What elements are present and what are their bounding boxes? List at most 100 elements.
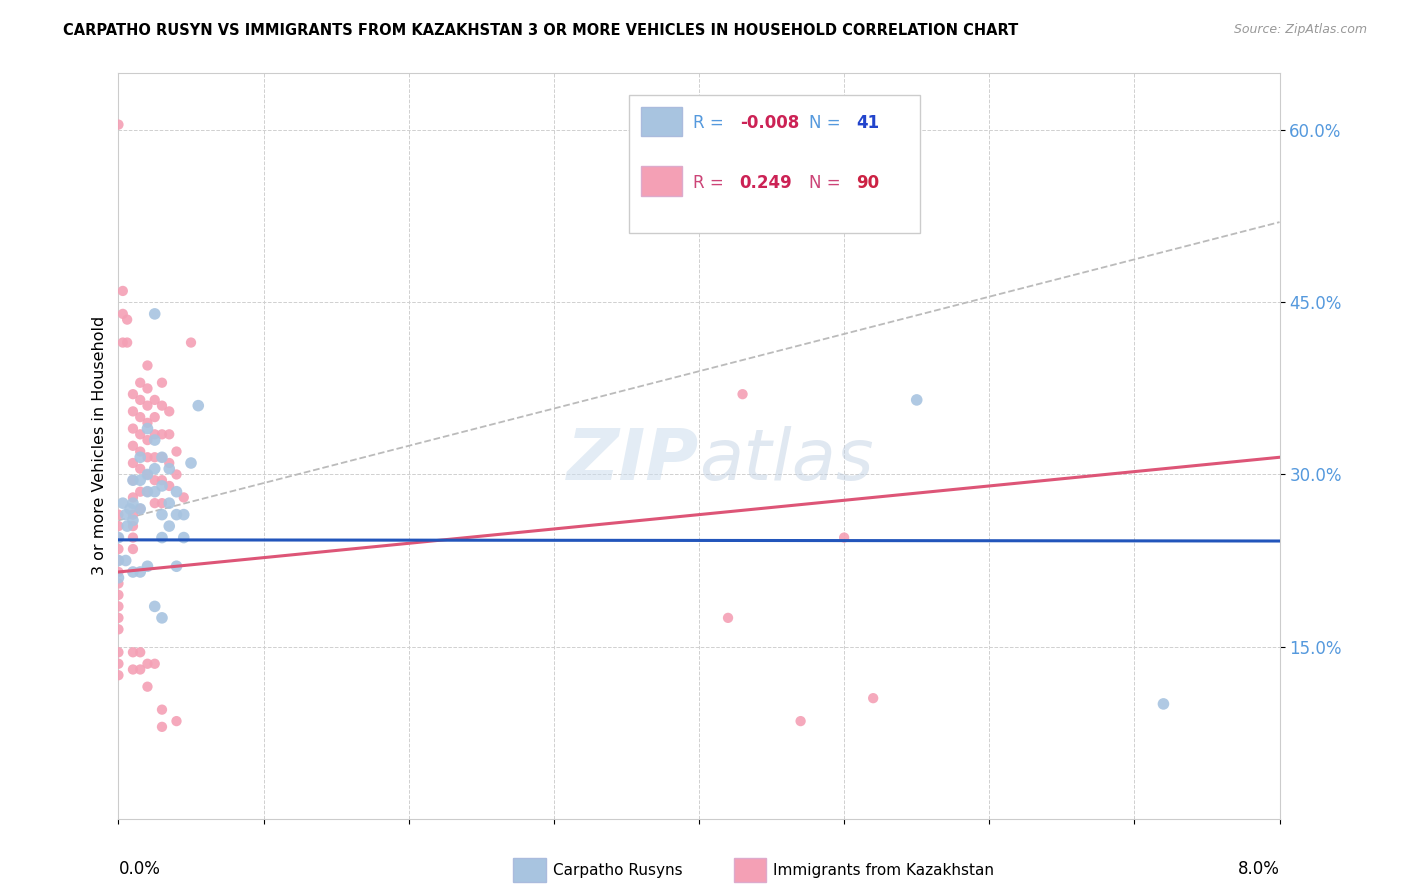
Point xyxy=(150,531,173,545)
Point xyxy=(150,611,173,625)
Text: -0.008: -0.008 xyxy=(740,114,799,132)
Bar xyxy=(734,858,766,882)
Point xyxy=(111,496,134,510)
Point xyxy=(143,433,166,447)
Y-axis label: 3 or more Vehicles in Household: 3 or more Vehicles in Household xyxy=(93,316,107,575)
Point xyxy=(905,392,928,407)
Point xyxy=(107,576,129,591)
Point xyxy=(166,484,188,499)
Point xyxy=(115,519,138,533)
Point xyxy=(107,645,129,659)
Point xyxy=(157,427,180,442)
Point xyxy=(122,513,145,527)
Point xyxy=(114,508,136,522)
Point xyxy=(150,450,173,465)
Point xyxy=(143,392,166,407)
Text: 90: 90 xyxy=(856,174,879,192)
Point xyxy=(143,657,166,671)
Point xyxy=(143,599,166,614)
Point xyxy=(832,531,855,545)
Point xyxy=(111,335,134,350)
Point xyxy=(122,387,145,401)
Point xyxy=(173,531,195,545)
Point xyxy=(107,611,129,625)
Point xyxy=(136,657,159,671)
Point xyxy=(122,508,145,522)
Text: 0.249: 0.249 xyxy=(740,174,793,192)
Point xyxy=(122,565,145,579)
Point xyxy=(129,376,152,390)
Text: Immigrants from Kazakhstan: Immigrants from Kazakhstan xyxy=(773,863,994,878)
Point xyxy=(166,714,188,728)
Point xyxy=(136,416,159,430)
Point xyxy=(107,531,129,545)
Point xyxy=(143,473,166,487)
Point xyxy=(150,399,173,413)
Point xyxy=(107,623,129,637)
Point xyxy=(157,479,180,493)
Point xyxy=(173,491,195,505)
Text: Carpatho Rusyns: Carpatho Rusyns xyxy=(553,863,682,878)
Point xyxy=(107,531,129,545)
Point xyxy=(166,444,188,458)
Point xyxy=(731,387,754,401)
Point xyxy=(129,663,152,677)
Point xyxy=(129,450,152,465)
Point xyxy=(150,508,173,522)
Point xyxy=(717,611,740,625)
Point xyxy=(136,467,159,482)
Point xyxy=(129,444,152,458)
Point xyxy=(150,496,173,510)
Text: CARPATHO RUSYN VS IMMIGRANTS FROM KAZAKHSTAN 3 OR MORE VEHICLES IN HOUSEHOLD COR: CARPATHO RUSYN VS IMMIGRANTS FROM KAZAKH… xyxy=(63,23,1018,38)
Bar xyxy=(641,106,682,136)
Point xyxy=(173,508,195,522)
Point xyxy=(107,588,129,602)
Text: ZIP: ZIP xyxy=(567,426,699,495)
Point xyxy=(107,668,129,682)
Point xyxy=(122,531,145,545)
Point xyxy=(129,502,152,516)
Text: 8.0%: 8.0% xyxy=(1237,860,1279,878)
Point xyxy=(111,307,134,321)
Point xyxy=(143,496,166,510)
Point xyxy=(107,599,129,614)
Point xyxy=(122,663,145,677)
Point xyxy=(136,484,159,499)
Point xyxy=(136,359,159,373)
Point xyxy=(157,404,180,418)
Point xyxy=(166,508,188,522)
Text: N =: N = xyxy=(810,114,846,132)
Point xyxy=(143,461,166,475)
Point xyxy=(107,553,129,567)
Point xyxy=(166,559,188,574)
Point xyxy=(129,461,152,475)
Point xyxy=(143,484,166,499)
Point xyxy=(118,502,141,516)
Point xyxy=(122,439,145,453)
Point xyxy=(1152,697,1174,711)
Point xyxy=(129,565,152,579)
Point xyxy=(129,502,152,516)
Point xyxy=(150,703,173,717)
Point xyxy=(157,456,180,470)
Point xyxy=(143,307,166,321)
Point xyxy=(136,421,159,435)
Point xyxy=(150,473,173,487)
Point xyxy=(150,376,173,390)
Point xyxy=(122,542,145,557)
Point xyxy=(136,467,159,482)
Point xyxy=(143,450,166,465)
Point xyxy=(107,519,129,533)
Text: Source: ZipAtlas.com: Source: ZipAtlas.com xyxy=(1233,23,1367,37)
Point xyxy=(789,714,811,728)
Point xyxy=(143,427,166,442)
Point xyxy=(122,645,145,659)
FancyBboxPatch shape xyxy=(630,95,920,234)
Point xyxy=(136,559,159,574)
Point xyxy=(143,410,166,425)
Text: N =: N = xyxy=(810,174,846,192)
Point xyxy=(129,392,152,407)
Point xyxy=(122,491,145,505)
Bar xyxy=(641,166,682,196)
Point xyxy=(115,312,138,326)
